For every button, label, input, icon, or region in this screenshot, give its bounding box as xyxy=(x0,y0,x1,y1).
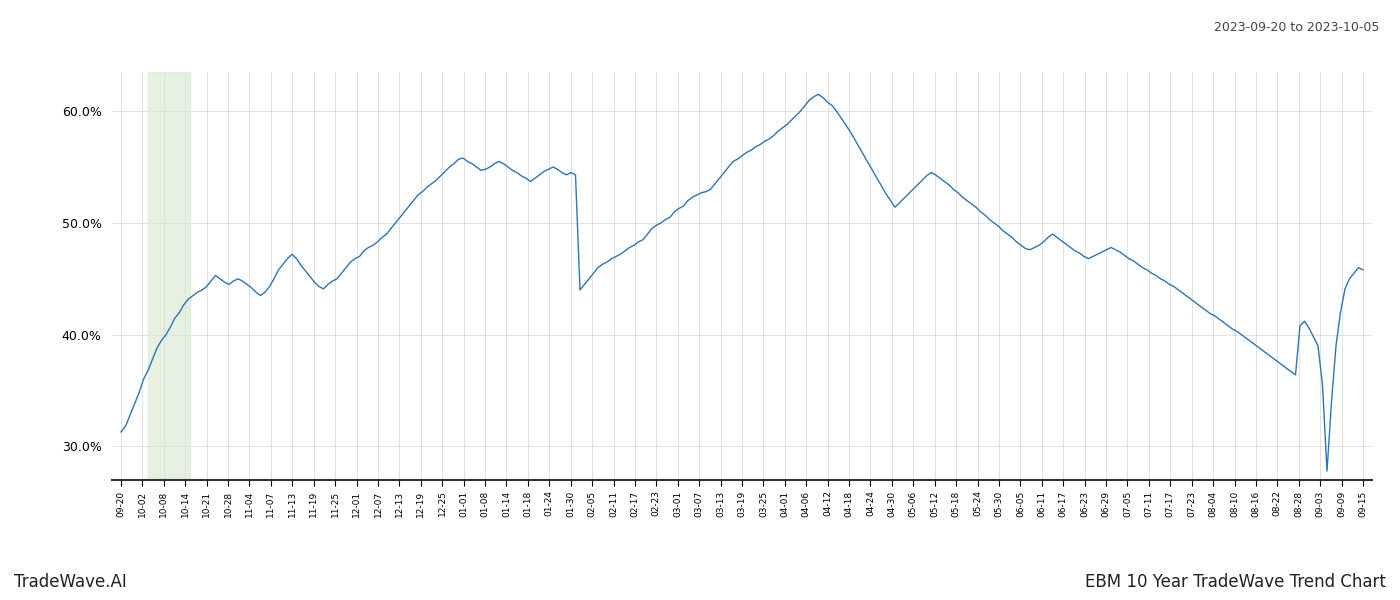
Text: 2023-09-20 to 2023-10-05: 2023-09-20 to 2023-10-05 xyxy=(1214,21,1379,34)
Text: EBM 10 Year TradeWave Trend Chart: EBM 10 Year TradeWave Trend Chart xyxy=(1085,573,1386,591)
Text: TradeWave.AI: TradeWave.AI xyxy=(14,573,127,591)
Bar xyxy=(148,72,189,480)
